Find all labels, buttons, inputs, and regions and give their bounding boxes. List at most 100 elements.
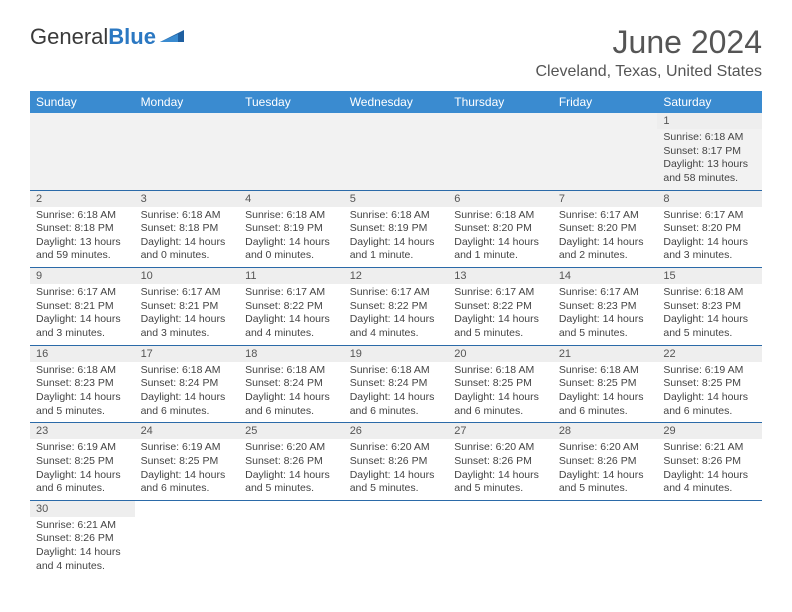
- daylight-text: and 5 minutes.: [454, 327, 547, 341]
- calendar-cell: 13Sunrise: 6:17 AMSunset: 8:22 PMDayligh…: [448, 268, 553, 346]
- sunrise-text: Sunrise: 6:18 AM: [141, 209, 234, 223]
- flag-icon: [160, 26, 186, 49]
- logo: GeneralBlue: [30, 24, 186, 50]
- daylight-text: and 0 minutes.: [141, 249, 234, 263]
- daylight-text: Daylight: 14 hours: [454, 313, 547, 327]
- daylight-text: and 6 minutes.: [245, 405, 338, 419]
- calendar-cell: [30, 113, 135, 190]
- sunset-text: Sunset: 8:23 PM: [36, 377, 129, 391]
- sunrise-text: Sunrise: 6:17 AM: [245, 286, 338, 300]
- sunset-text: Sunset: 8:25 PM: [559, 377, 652, 391]
- daylight-text: Daylight: 14 hours: [245, 391, 338, 405]
- calendar-cell: 29Sunrise: 6:21 AMSunset: 8:26 PMDayligh…: [657, 423, 762, 501]
- daylight-text: Daylight: 14 hours: [141, 391, 234, 405]
- day-number: 28: [553, 423, 658, 439]
- calendar-week: 16Sunrise: 6:18 AMSunset: 8:23 PMDayligh…: [30, 345, 762, 423]
- daylight-text: and 5 minutes.: [454, 482, 547, 496]
- sunset-text: Sunset: 8:25 PM: [36, 455, 129, 469]
- calendar-cell: [448, 500, 553, 577]
- logo-word1: General: [30, 24, 108, 49]
- sunrise-text: Sunrise: 6:17 AM: [141, 286, 234, 300]
- calendar-cell: 16Sunrise: 6:18 AMSunset: 8:23 PMDayligh…: [30, 345, 135, 423]
- dayname-fri: Friday: [553, 91, 658, 113]
- dayname-row: Sunday Monday Tuesday Wednesday Thursday…: [30, 91, 762, 113]
- daylight-text: Daylight: 14 hours: [36, 546, 129, 560]
- calendar-cell: 11Sunrise: 6:17 AMSunset: 8:22 PMDayligh…: [239, 268, 344, 346]
- calendar-cell: [344, 113, 449, 190]
- calendar-cell: 20Sunrise: 6:18 AMSunset: 8:25 PMDayligh…: [448, 345, 553, 423]
- calendar-cell: [657, 500, 762, 577]
- daylight-text: and 5 minutes.: [36, 405, 129, 419]
- daylight-text: Daylight: 14 hours: [36, 313, 129, 327]
- day-number: 9: [30, 268, 135, 284]
- calendar-cell: 12Sunrise: 6:17 AMSunset: 8:22 PMDayligh…: [344, 268, 449, 346]
- daylight-text: and 1 minute.: [454, 249, 547, 263]
- daylight-text: and 4 minutes.: [663, 482, 756, 496]
- daylight-text: Daylight: 14 hours: [36, 391, 129, 405]
- daylight-text: Daylight: 13 hours: [36, 236, 129, 250]
- day-number: 1: [657, 113, 762, 129]
- sunrise-text: Sunrise: 6:20 AM: [245, 441, 338, 455]
- day-number: 30: [30, 501, 135, 517]
- sunrise-text: Sunrise: 6:19 AM: [141, 441, 234, 455]
- header: GeneralBlue June 2024: [30, 24, 762, 61]
- calendar-cell: 6Sunrise: 6:18 AMSunset: 8:20 PMDaylight…: [448, 190, 553, 268]
- calendar-week: 23Sunrise: 6:19 AMSunset: 8:25 PMDayligh…: [30, 423, 762, 501]
- calendar-cell: 26Sunrise: 6:20 AMSunset: 8:26 PMDayligh…: [344, 423, 449, 501]
- sunset-text: Sunset: 8:17 PM: [663, 145, 756, 159]
- daylight-text: and 3 minutes.: [663, 249, 756, 263]
- daylight-text: and 5 minutes.: [245, 482, 338, 496]
- day-number: 4: [239, 191, 344, 207]
- day-number: 3: [135, 191, 240, 207]
- sunrise-text: Sunrise: 6:18 AM: [36, 209, 129, 223]
- daylight-text: Daylight: 14 hours: [141, 469, 234, 483]
- day-number: 21: [553, 346, 658, 362]
- day-number: 8: [657, 191, 762, 207]
- sunrise-text: Sunrise: 6:18 AM: [559, 364, 652, 378]
- daylight-text: Daylight: 14 hours: [36, 469, 129, 483]
- sunset-text: Sunset: 8:21 PM: [36, 300, 129, 314]
- day-number: 27: [448, 423, 553, 439]
- sunrise-text: Sunrise: 6:17 AM: [36, 286, 129, 300]
- calendar-cell: [135, 113, 240, 190]
- calendar-cell: 1Sunrise: 6:18 AMSunset: 8:17 PMDaylight…: [657, 113, 762, 190]
- sunset-text: Sunset: 8:24 PM: [141, 377, 234, 391]
- calendar-week: 2Sunrise: 6:18 AMSunset: 8:18 PMDaylight…: [30, 190, 762, 268]
- day-number: 25: [239, 423, 344, 439]
- calendar-cell: [239, 113, 344, 190]
- calendar-week: 30 Sunrise: 6:21 AMSunset: 8:26 PMDayligh…: [30, 500, 762, 577]
- sunrise-text: Sunrise: 6:18 AM: [350, 364, 443, 378]
- calendar-cell: 25Sunrise: 6:20 AMSunset: 8:26 PMDayligh…: [239, 423, 344, 501]
- day-number: 22: [657, 346, 762, 362]
- day-number: 23: [30, 423, 135, 439]
- sunrise-text: Sunrise: 6:18 AM: [36, 364, 129, 378]
- daylight-text: and 6 minutes.: [663, 405, 756, 419]
- sunrise-text: Sunrise: 6:18 AM: [454, 209, 547, 223]
- daylight-text: Daylight: 14 hours: [559, 313, 652, 327]
- calendar-cell: [553, 500, 658, 577]
- sunrise-text: Sunrise: 6:20 AM: [454, 441, 547, 455]
- sunrise-text: Sunrise: 6:21 AM: [36, 519, 129, 533]
- dayname-wed: Wednesday: [344, 91, 449, 113]
- daylight-text: Daylight: 14 hours: [559, 391, 652, 405]
- calendar-cell: [448, 113, 553, 190]
- daylight-text: and 6 minutes.: [350, 405, 443, 419]
- daylight-text: Daylight: 14 hours: [663, 391, 756, 405]
- calendar-cell: 21 Sunrise: 6:18 AMSunset: 8:25 PMDayligh…: [553, 345, 658, 423]
- daylight-text: and 6 minutes.: [141, 482, 234, 496]
- day-number: 12: [344, 268, 449, 284]
- daylight-text: and 4 minutes.: [350, 327, 443, 341]
- sunrise-text: Sunrise: 6:20 AM: [350, 441, 443, 455]
- calendar-cell: 24Sunrise: 6:19 AMSunset: 8:25 PMDayligh…: [135, 423, 240, 501]
- daylight-text: and 6 minutes.: [454, 405, 547, 419]
- sunrise-text: Sunrise: 6:19 AM: [663, 364, 756, 378]
- daylight-text: and 59 minutes.: [36, 249, 129, 263]
- calendar-cell: 14Sunrise: 6:17 AMSunset: 8:23 PMDayligh…: [553, 268, 658, 346]
- daylight-text: Daylight: 14 hours: [350, 236, 443, 250]
- daylight-text: and 5 minutes.: [559, 482, 652, 496]
- calendar-table: Sunday Monday Tuesday Wednesday Thursday…: [30, 91, 762, 577]
- logo-text: GeneralBlue: [30, 24, 156, 50]
- daylight-text: and 6 minutes.: [36, 482, 129, 496]
- sunset-text: Sunset: 8:26 PM: [36, 532, 129, 546]
- day-number: 20: [448, 346, 553, 362]
